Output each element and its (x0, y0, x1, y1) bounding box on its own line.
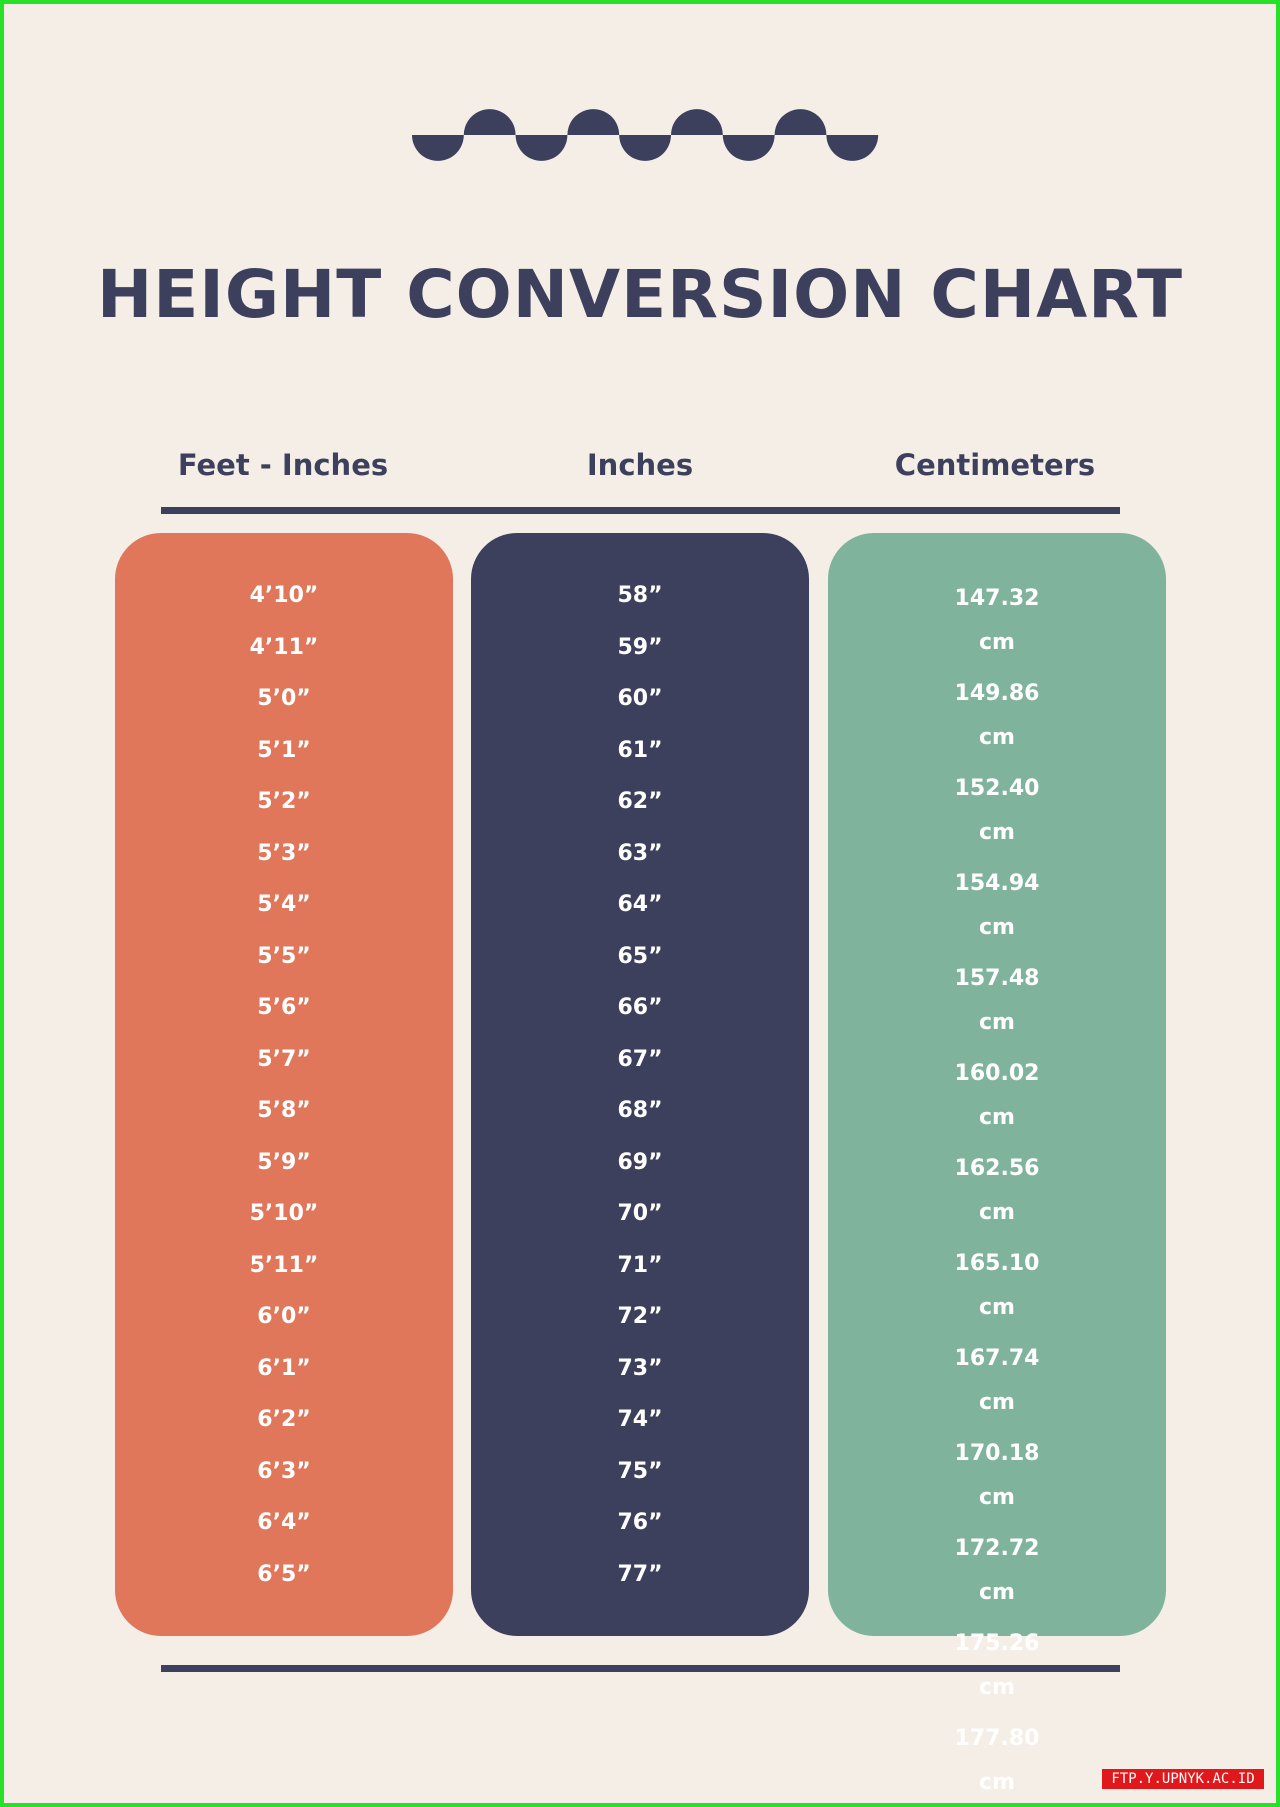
cell: 154.94 cm (954, 871, 1040, 940)
cell: 5’4” (257, 892, 311, 917)
cell: 157.48 cm (954, 966, 1040, 1035)
cell: 175.26 cm (954, 1631, 1040, 1700)
cell: 160.02 cm (954, 1061, 1040, 1130)
cell: 6’2” (257, 1407, 311, 1432)
column-panel (115, 533, 453, 1636)
cell: 5’9” (257, 1149, 311, 1175)
column-panel (828, 533, 1166, 1636)
cell: 76” (617, 1510, 663, 1535)
cell: 147.32 cm (954, 586, 1040, 655)
cell: 5’0” (257, 686, 311, 711)
cell: 63” (617, 840, 663, 866)
cell: 5’6” (257, 995, 311, 1020)
cell: 77” (617, 1561, 663, 1587)
cell: 6’5” (257, 1561, 311, 1587)
cell: 5’2” (257, 789, 311, 814)
column-header: Centimeters (894, 448, 1096, 482)
column-panel (471, 533, 809, 1636)
cell: 6’3” (257, 1458, 311, 1484)
cell: 177.80 cm (954, 1726, 1040, 1795)
bottom-rule (161, 1665, 1120, 1672)
title: HEIGHT CONVERSION CHART (96, 256, 1184, 333)
column-header: Inches (586, 448, 694, 482)
cell: 5’11” (249, 1252, 319, 1278)
cell: 62” (617, 789, 663, 814)
cell: 162.56 cm (954, 1156, 1040, 1225)
cell: 75” (617, 1458, 663, 1484)
cell: 74” (617, 1407, 663, 1432)
cell: 6’1” (257, 1355, 311, 1381)
cell: 4’11” (249, 634, 319, 660)
column-header: Feet - Inches (177, 448, 389, 482)
cell: 61” (617, 737, 663, 763)
wave-ornament (412, 109, 879, 161)
cell: 170.18 cm (954, 1441, 1040, 1510)
cell: 167.74 cm (954, 1346, 1040, 1415)
cell: 5’7” (257, 1046, 311, 1072)
cell: 5’3” (257, 840, 311, 866)
cell: 172.72 cm (954, 1536, 1040, 1605)
cell: 64” (617, 892, 663, 917)
cell: 69” (617, 1149, 663, 1175)
cell: 5’1” (257, 737, 311, 763)
cell: 152.40 cm (954, 776, 1040, 845)
cell: 58” (617, 583, 663, 608)
watermark: FTP.Y.UPNYK.AC.ID (1102, 1769, 1264, 1789)
cell: 60” (617, 686, 663, 711)
cell: 5’5” (257, 943, 311, 969)
cell: 71” (617, 1252, 663, 1278)
cell: 68” (617, 1098, 663, 1123)
cell: 4’10” (249, 583, 319, 608)
cell: 66” (617, 995, 663, 1020)
cell: 5’10” (249, 1201, 319, 1226)
cell: 72” (617, 1304, 663, 1329)
cell: 73” (617, 1355, 663, 1381)
cell: 6’0” (257, 1304, 311, 1329)
cell: 65” (617, 943, 663, 969)
cell: 70” (617, 1201, 663, 1226)
cell: 67” (617, 1046, 663, 1072)
cell: 6’4” (257, 1510, 311, 1535)
cell: 149.86 cm (954, 681, 1040, 750)
cell: 165.10 cm (954, 1251, 1040, 1320)
cell: 59” (617, 634, 663, 660)
top-rule (161, 507, 1120, 514)
cell: 5’8” (257, 1098, 311, 1123)
wave (412, 109, 879, 161)
